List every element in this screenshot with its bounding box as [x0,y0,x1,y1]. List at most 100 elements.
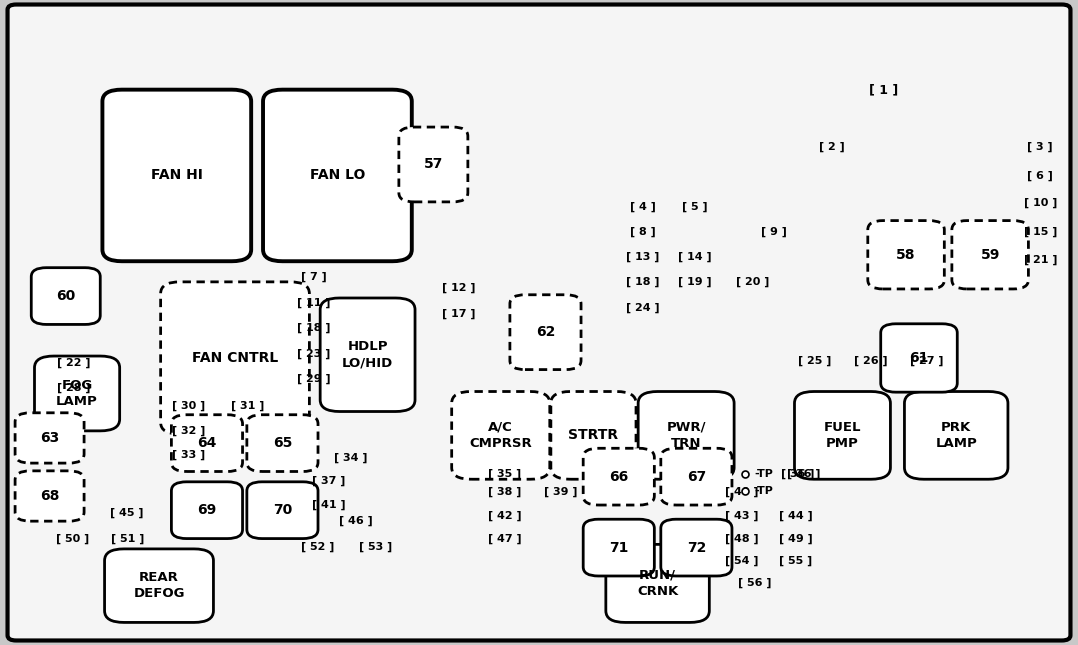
FancyBboxPatch shape [868,221,944,289]
Text: [ 42 ]: [ 42 ] [487,511,522,521]
Text: [ 18 ]: [ 18 ] [296,322,331,333]
Text: 60: 60 [56,289,75,303]
FancyBboxPatch shape [247,482,318,539]
Text: [ 18 ]: [ 18 ] [625,277,660,287]
Text: [ 32 ]: [ 32 ] [172,426,205,436]
Text: [ 54 ]: [ 54 ] [724,556,759,566]
FancyBboxPatch shape [8,5,1070,640]
Text: 68: 68 [40,489,59,503]
Text: 62: 62 [536,325,555,339]
Text: [ 10 ]: [ 10 ] [1024,198,1056,208]
FancyBboxPatch shape [794,392,890,479]
Text: [ 34 ]: [ 34 ] [333,453,368,463]
Text: [ 33 ]: [ 33 ] [172,450,205,460]
Text: [ 1 ]: [ 1 ] [869,84,899,97]
Text: PRK
LAMP: PRK LAMP [936,421,977,450]
Text: -TP: -TP [755,469,774,479]
Text: [ 53 ]: [ 53 ] [359,542,391,552]
Text: 61: 61 [910,351,928,365]
FancyBboxPatch shape [15,413,84,463]
FancyBboxPatch shape [661,448,732,505]
FancyBboxPatch shape [904,392,1008,479]
Text: [ 9 ]: [ 9 ] [761,226,787,237]
Text: [ 52 ]: [ 52 ] [302,542,334,552]
Text: [ 55 ]: [ 55 ] [779,556,812,566]
FancyBboxPatch shape [399,127,468,202]
Text: A/C
CMPRSR: A/C CMPRSR [469,421,533,450]
FancyBboxPatch shape [105,549,213,622]
Text: [ 36 ]: [ 36 ] [780,469,815,479]
FancyBboxPatch shape [583,519,654,576]
FancyBboxPatch shape [263,90,412,261]
Text: PWR/
TRN: PWR/ TRN [666,421,706,450]
FancyBboxPatch shape [452,392,550,479]
FancyBboxPatch shape [102,90,251,261]
Text: [ 36 ]: [ 36 ] [787,469,820,479]
FancyBboxPatch shape [161,282,309,434]
Text: [ 43 ]: [ 43 ] [724,511,759,521]
Text: STRTR: STRTR [568,428,619,442]
Text: [ 15 ]: [ 15 ] [1024,226,1056,237]
Text: [ 44 ]: [ 44 ] [778,511,813,521]
Text: [ 45 ]: [ 45 ] [110,508,144,518]
FancyBboxPatch shape [247,415,318,471]
Text: [ 49 ]: [ 49 ] [778,533,813,544]
FancyBboxPatch shape [638,392,734,479]
FancyBboxPatch shape [171,415,243,471]
FancyBboxPatch shape [34,356,120,431]
FancyBboxPatch shape [551,392,636,479]
Text: [ 41 ]: [ 41 ] [312,499,346,510]
Text: [ 2 ]: [ 2 ] [819,141,845,152]
Text: [ 12 ]: [ 12 ] [442,283,476,293]
FancyBboxPatch shape [881,324,957,392]
Text: 67: 67 [687,470,706,484]
Text: [ 38 ]: [ 38 ] [488,486,521,497]
Text: [ 13 ]: [ 13 ] [626,252,659,262]
FancyBboxPatch shape [510,295,581,370]
Text: [ 8 ]: [ 8 ] [630,226,655,237]
FancyBboxPatch shape [952,221,1028,289]
Text: 65: 65 [273,436,292,450]
Text: [ 21 ]: [ 21 ] [1023,255,1058,265]
Text: [ 7 ]: [ 7 ] [301,272,327,283]
Text: HDLP
LO/HID: HDLP LO/HID [342,341,393,369]
Text: [ 22 ]: [ 22 ] [56,358,91,368]
Text: RUN/
CRNK: RUN/ CRNK [637,569,678,598]
Text: [ 4 ]: [ 4 ] [630,201,655,212]
Text: [ 39 ]: [ 39 ] [543,486,578,497]
Text: [ 5 ]: [ 5 ] [682,201,708,212]
Text: [ 24 ]: [ 24 ] [625,303,660,313]
Text: 71: 71 [609,541,628,555]
Text: [ 27 ]: [ 27 ] [910,356,944,366]
Text: FAN HI: FAN HI [151,168,203,183]
Text: 57: 57 [424,157,443,172]
Text: [ 26 ]: [ 26 ] [854,356,888,366]
Text: FUEL
PMP: FUEL PMP [824,421,861,450]
Text: [ 19 ]: [ 19 ] [678,277,713,287]
FancyBboxPatch shape [15,471,84,521]
Text: 59: 59 [981,248,999,262]
FancyBboxPatch shape [606,544,709,622]
Text: 64: 64 [197,436,217,450]
Text: FAN LO: FAN LO [309,168,365,183]
Text: [ 28 ]: [ 28 ] [56,383,91,393]
Text: [ 29 ]: [ 29 ] [296,373,331,384]
Text: [ 31 ]: [ 31 ] [232,401,264,412]
Text: [ 50 ]: [ 50 ] [56,533,88,544]
Text: REAR
DEFOG: REAR DEFOG [134,571,184,600]
FancyBboxPatch shape [320,298,415,412]
Text: 66: 66 [609,470,628,484]
Text: [ 30 ]: [ 30 ] [172,401,205,412]
Text: FAN CNTRL: FAN CNTRL [192,351,278,365]
FancyBboxPatch shape [661,519,732,576]
Text: [ 56 ]: [ 56 ] [737,577,772,588]
Text: [ 17 ]: [ 17 ] [442,309,476,319]
Text: [ 25 ]: [ 25 ] [799,356,831,366]
Text: 58: 58 [896,248,916,262]
Text: [ 40 ]: [ 40 ] [724,486,759,497]
Text: [ 20 ]: [ 20 ] [736,277,769,287]
Text: 72: 72 [687,541,706,555]
Text: 69: 69 [197,503,217,517]
Text: [ 35 ]: [ 35 ] [488,469,521,479]
Text: 70: 70 [273,503,292,517]
